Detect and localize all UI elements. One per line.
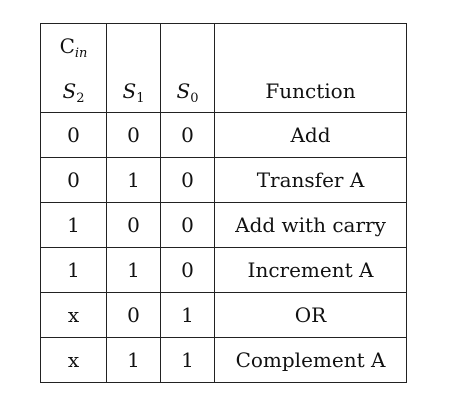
header-s2-label: S2	[62, 79, 85, 106]
cell-s0: 0	[160, 247, 215, 293]
table-row: x 0 1 OR	[40, 292, 407, 338]
cell-s0: 0	[160, 202, 215, 248]
header-function: Function	[214, 23, 407, 113]
cell-s1: 1	[106, 247, 161, 293]
cell-s0: 1	[160, 292, 215, 338]
table-row: 1 1 0 Increment A	[40, 247, 407, 293]
cell-function: OR	[214, 292, 407, 338]
cell-s1: 0	[106, 292, 161, 338]
header-s1-label: S1	[122, 79, 145, 106]
cell-s2: 0	[40, 112, 107, 158]
cell-s1: 0	[106, 112, 161, 158]
cell-s0: 0	[160, 157, 215, 203]
header-row: Cin S2 S1 S0 Function	[40, 23, 407, 113]
table-row: x 1 1 Complement A	[40, 337, 407, 383]
cell-s2: 0	[40, 157, 107, 203]
function-table: Cin S2 S1 S0 Function 0 0 0 Add 0 1 0 Tr…	[40, 23, 407, 383]
header-function-label: Function	[265, 79, 356, 103]
cell-function: Transfer A	[214, 157, 407, 203]
cell-s1: 0	[106, 202, 161, 248]
cell-function: Increment A	[214, 247, 407, 293]
cell-s2: 1	[40, 202, 107, 248]
table-row: 0 0 0 Add	[40, 112, 407, 158]
cell-s0: 1	[160, 337, 215, 383]
cell-s2: x	[40, 337, 107, 383]
header-cin-s2: Cin S2	[40, 23, 107, 113]
table-row: 1 0 0 Add with carry	[40, 202, 407, 248]
table-row: 0 1 0 Transfer A	[40, 157, 407, 203]
cell-s2: 1	[40, 247, 107, 293]
cell-s1: 1	[106, 337, 161, 383]
header-cin-label: Cin	[59, 34, 88, 61]
header-s1: S1	[106, 23, 161, 113]
header-s0-label: S0	[176, 79, 199, 106]
header-s0: S0	[160, 23, 215, 113]
cell-function: Add with carry	[214, 202, 407, 248]
cell-s0: 0	[160, 112, 215, 158]
cell-function: Add	[214, 112, 407, 158]
cell-function: Complement A	[214, 337, 407, 383]
cell-s1: 1	[106, 157, 161, 203]
cell-s2: x	[40, 292, 107, 338]
